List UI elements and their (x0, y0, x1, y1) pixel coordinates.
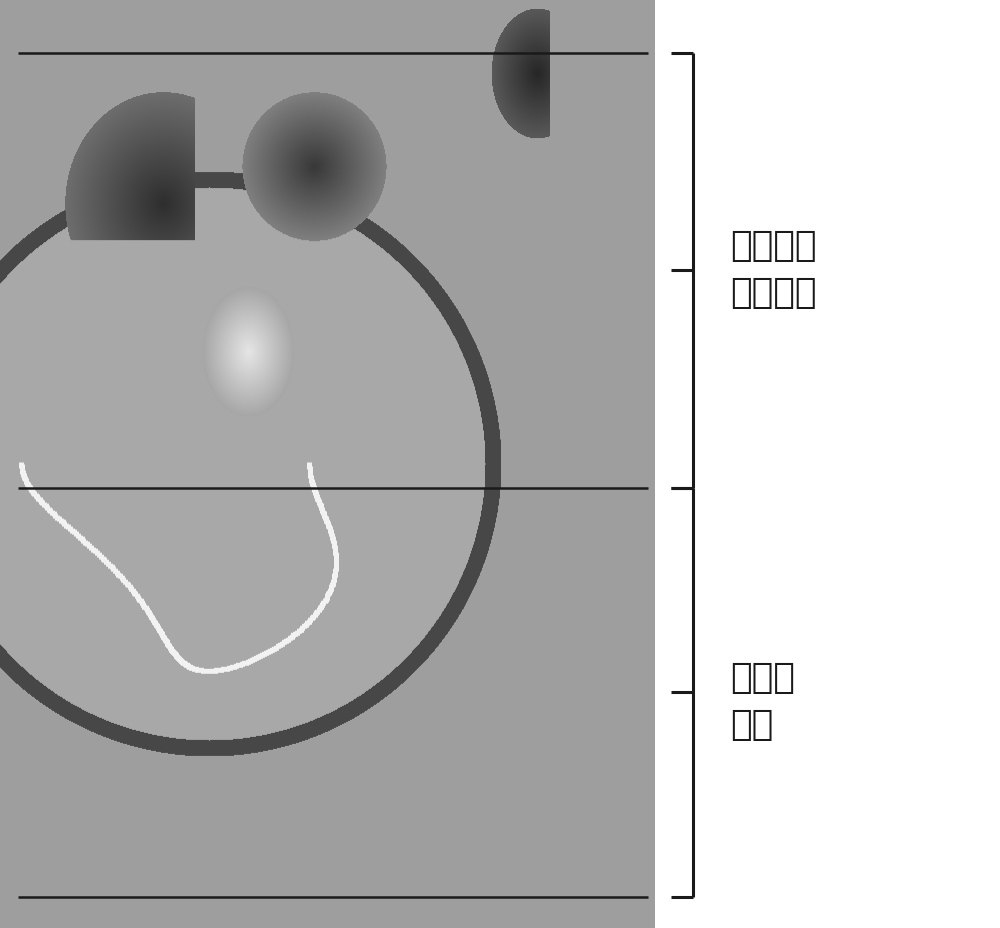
Text: 转基因
发根: 转基因 发根 (730, 660, 795, 741)
Text: 非转基因
地上部分: 非转基因 地上部分 (730, 228, 816, 310)
